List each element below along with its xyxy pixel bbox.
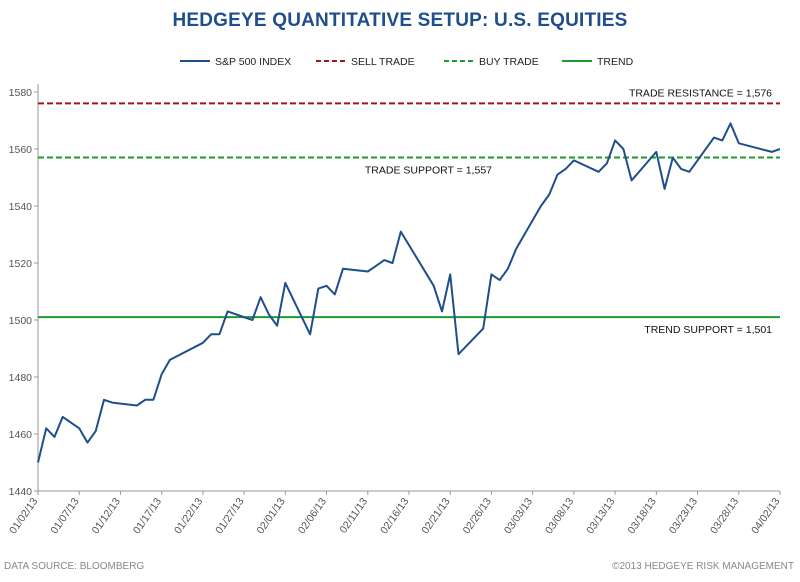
x-tick-label: 03/08/13 (543, 496, 576, 536)
x-tick-label: 02/01/13 (255, 496, 288, 536)
x-tick-label: 03/13/13 (584, 496, 617, 536)
copyright-note: ©2013 HEDGEYE RISK MANAGEMENT (612, 561, 794, 572)
x-tick-label: 03/28/13 (708, 496, 741, 536)
x-tick-label: 03/23/13 (667, 496, 700, 536)
x-tick-label: 02/11/13 (337, 496, 370, 536)
x-tick-label: 03/18/13 (626, 496, 659, 536)
x-tick-label: 01/27/13 (213, 496, 246, 536)
reference-annotations: TRADE RESISTANCE = 1,576 TRADE SUPPORT = … (365, 87, 772, 336)
x-tick-label: 01/02/13 (7, 496, 40, 536)
reference-lines (38, 102, 780, 319)
x-tick-label: 01/12/13 (90, 496, 123, 536)
sell-trade-annotation: TRADE RESISTANCE = 1,576 (629, 87, 772, 99)
legend-label: TREND (597, 56, 634, 68)
buy-trade-annotation: TRADE SUPPORT = 1,557 (365, 165, 492, 177)
x-tick-label: 04/02/13 (749, 496, 782, 536)
legend-label: S&P 500 INDEX (215, 56, 291, 68)
legend-label: BUY TRADE (479, 56, 539, 68)
x-tick-label: 02/06/13 (296, 496, 329, 536)
x-tick-label: 02/16/13 (378, 496, 411, 536)
y-tick-label: 1580 (9, 87, 33, 99)
y-tick-label: 1560 (9, 144, 33, 156)
sp500-series-line (37, 122, 781, 463)
x-tick-label: 01/22/13 (172, 496, 205, 536)
chart-axes: 1440 1460 1480 1500 1520 1540 1560 1580 01/02/13… (7, 84, 783, 536)
x-tick-label: 02/26/13 (461, 496, 494, 536)
data-source-note: DATA SOURCE: BLOOMBERG (4, 561, 145, 572)
y-tick-label: 1480 (9, 372, 33, 384)
x-tick-label: 02/21/13 (419, 496, 452, 536)
series-layer (37, 122, 781, 463)
y-tick-label: 1500 (9, 315, 33, 327)
x-tick-label: 01/07/13 (48, 496, 81, 536)
y-tick-label: 1540 (9, 201, 33, 213)
chart-title: HEDGEYE QUANTITATIVE SETUP: U.S. EQUITIE… (172, 10, 628, 31)
legend: S&P 500 INDEX SELL TRADE BUY TRADE TREND (180, 56, 634, 68)
y-tick-label: 1460 (9, 429, 33, 441)
y-tick-label: 1520 (9, 258, 33, 270)
x-tick-label: 03/03/13 (502, 496, 535, 536)
legend-label: SELL TRADE (351, 56, 415, 68)
trend-annotation: TREND SUPPORT = 1,501 (644, 324, 772, 336)
y-tick-label: 1440 (9, 486, 33, 498)
x-tick-label: 01/17/13 (131, 496, 164, 536)
